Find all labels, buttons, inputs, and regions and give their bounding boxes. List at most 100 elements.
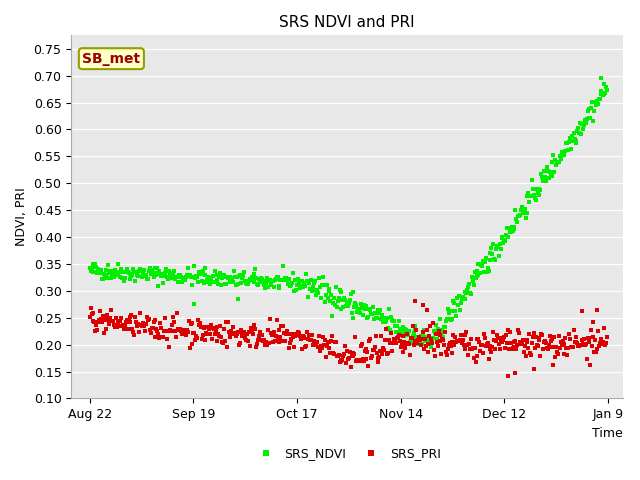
SRS_NDVI xyxy=(86,267,96,275)
SRS_PRI xyxy=(582,355,592,362)
SRS_PRI xyxy=(499,334,509,341)
SRS_NDVI xyxy=(134,265,145,273)
SRS_NDVI xyxy=(265,276,275,284)
SRS_NDVI xyxy=(285,282,295,290)
SRS_PRI xyxy=(154,334,164,342)
SRS_NDVI xyxy=(458,295,468,302)
SRS_NDVI xyxy=(150,264,161,272)
SRS_NDVI xyxy=(250,278,260,286)
SRS_NDVI xyxy=(97,276,107,283)
SRS_NDVI xyxy=(188,273,198,281)
SRS_PRI xyxy=(452,337,462,345)
SRS_PRI xyxy=(431,338,442,346)
SRS_NDVI xyxy=(474,271,484,278)
SRS_PRI xyxy=(235,339,245,347)
SRS_NDVI xyxy=(535,187,545,194)
SRS_PRI xyxy=(450,333,460,341)
SRS_NDVI xyxy=(153,282,163,290)
SRS_NDVI xyxy=(96,266,106,274)
SRS_NDVI xyxy=(132,273,143,280)
SRS_NDVI xyxy=(228,278,238,286)
SRS_PRI xyxy=(124,316,134,324)
SRS_NDVI xyxy=(403,332,413,339)
SRS_PRI xyxy=(173,326,184,334)
SRS_NDVI xyxy=(468,282,479,289)
SRS_NDVI xyxy=(412,333,422,341)
SRS_PRI xyxy=(320,336,330,344)
SRS_NDVI xyxy=(205,281,215,288)
SRS_NDVI xyxy=(489,255,499,263)
SRS_PRI xyxy=(317,345,327,352)
SRS_PRI xyxy=(94,316,104,324)
SRS_NDVI xyxy=(273,274,283,281)
SRS_PRI xyxy=(490,345,500,352)
SRS_PRI xyxy=(383,349,393,357)
SRS_NDVI xyxy=(113,271,123,278)
SRS_PRI xyxy=(495,336,506,344)
SRS_NDVI xyxy=(370,309,380,316)
SRS_NDVI xyxy=(307,287,317,295)
SRS_NDVI xyxy=(275,276,285,284)
SRS_PRI xyxy=(125,319,136,326)
SRS_NDVI xyxy=(100,266,111,274)
SRS_PRI xyxy=(353,357,364,365)
SRS_PRI xyxy=(111,324,122,331)
SRS_PRI xyxy=(510,337,520,345)
SRS_PRI xyxy=(438,336,449,344)
SRS_PRI xyxy=(514,329,524,336)
SRS_NDVI xyxy=(582,107,593,114)
SRS_PRI xyxy=(430,352,440,360)
SRS_PRI xyxy=(236,329,246,337)
SRS_NDVI xyxy=(136,273,147,281)
SRS_NDVI xyxy=(512,218,522,226)
SRS_NDVI xyxy=(464,280,474,288)
SRS_NDVI xyxy=(289,287,300,295)
SRS_NDVI xyxy=(401,326,412,334)
SRS_PRI xyxy=(86,304,96,312)
SRS_NDVI xyxy=(485,250,495,257)
SRS_NDVI xyxy=(170,275,180,283)
SRS_NDVI xyxy=(525,192,535,200)
SRS_NDVI xyxy=(225,278,236,286)
SRS_PRI xyxy=(100,313,111,321)
SRS_NDVI xyxy=(257,275,267,283)
SRS_NDVI xyxy=(371,314,381,322)
SRS_PRI xyxy=(339,350,349,358)
SRS_PRI xyxy=(415,336,425,344)
SRS_PRI xyxy=(568,326,579,334)
SRS_NDVI xyxy=(313,289,323,297)
SRS_NDVI xyxy=(136,265,146,273)
SRS_PRI xyxy=(333,352,343,360)
SRS_PRI xyxy=(403,339,413,347)
SRS_PRI xyxy=(215,322,225,330)
SRS_PRI xyxy=(158,333,168,341)
SRS_PRI xyxy=(483,355,493,363)
SRS_NDVI xyxy=(99,270,109,277)
SRS_NDVI xyxy=(461,289,472,297)
SRS_PRI xyxy=(232,331,242,338)
SRS_NDVI xyxy=(530,194,540,202)
SRS_NDVI xyxy=(442,315,452,323)
SRS_NDVI xyxy=(467,274,477,281)
SRS_PRI xyxy=(524,344,534,352)
SRS_NDVI xyxy=(591,101,601,109)
SRS_NDVI xyxy=(84,264,95,272)
SRS_NDVI xyxy=(505,228,515,236)
SRS_PRI xyxy=(175,325,186,333)
SRS_NDVI xyxy=(104,269,115,276)
SRS_NDVI xyxy=(108,267,118,275)
SRS_NDVI xyxy=(198,267,208,275)
SRS_NDVI xyxy=(305,285,315,293)
SRS_NDVI xyxy=(300,279,310,287)
SRS_PRI xyxy=(439,341,449,349)
SRS_NDVI xyxy=(125,276,136,283)
SRS_NDVI xyxy=(595,87,605,95)
SRS_NDVI xyxy=(452,295,462,302)
SRS_PRI xyxy=(584,334,595,341)
SRS_NDVI xyxy=(456,295,467,303)
SRS_NDVI xyxy=(308,283,318,291)
SRS_NDVI xyxy=(173,278,183,286)
SRS_NDVI xyxy=(134,267,144,275)
SRS_PRI xyxy=(307,331,317,339)
SRS_PRI xyxy=(413,336,424,344)
